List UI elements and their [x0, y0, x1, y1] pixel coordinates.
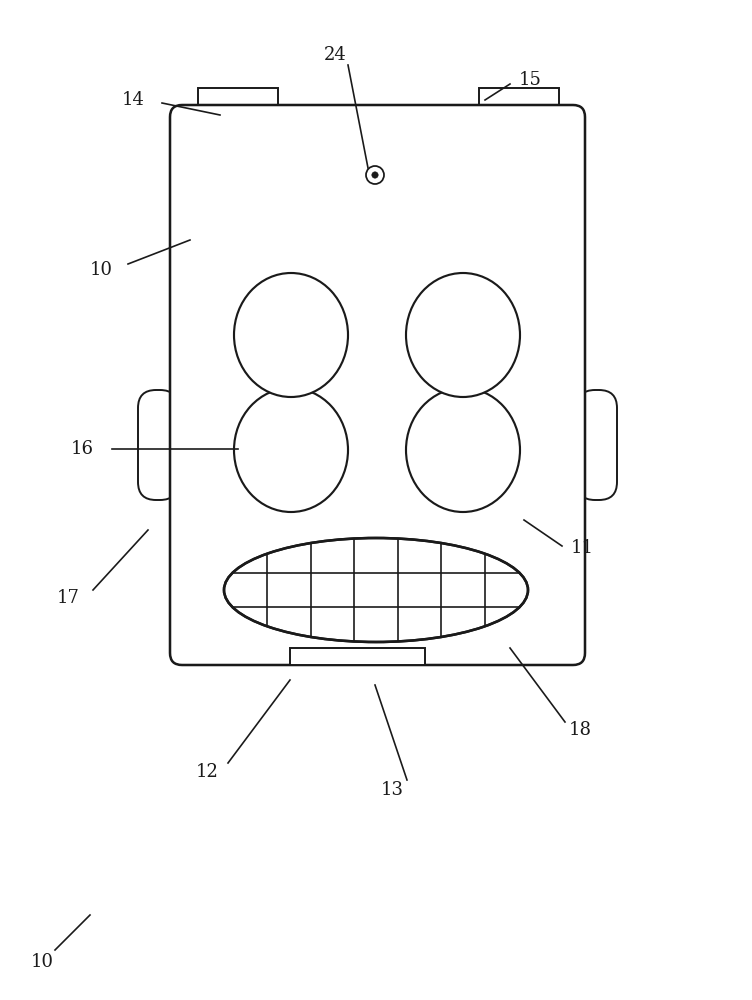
Text: 11: 11: [571, 539, 593, 557]
Circle shape: [366, 166, 384, 184]
Bar: [479, 88, 559, 108]
Text: 12: 12: [196, 763, 218, 781]
FancyBboxPatch shape: [577, 390, 617, 500]
Text: 14: 14: [122, 91, 144, 109]
Ellipse shape: [224, 538, 528, 642]
Text: 10: 10: [89, 261, 113, 279]
FancyBboxPatch shape: [138, 390, 178, 500]
Bar: [198, 88, 278, 108]
Text: 10: 10: [31, 953, 53, 971]
Ellipse shape: [406, 273, 520, 397]
Text: 16: 16: [71, 440, 93, 458]
Ellipse shape: [406, 388, 520, 512]
Text: 18: 18: [569, 721, 592, 739]
Text: 24: 24: [323, 46, 347, 64]
FancyBboxPatch shape: [170, 105, 585, 665]
Ellipse shape: [234, 388, 348, 512]
Text: 17: 17: [56, 589, 80, 607]
Ellipse shape: [234, 273, 348, 397]
Text: 15: 15: [519, 71, 541, 89]
Bar: [290, 648, 425, 665]
Circle shape: [371, 172, 378, 178]
Text: 13: 13: [381, 781, 404, 799]
